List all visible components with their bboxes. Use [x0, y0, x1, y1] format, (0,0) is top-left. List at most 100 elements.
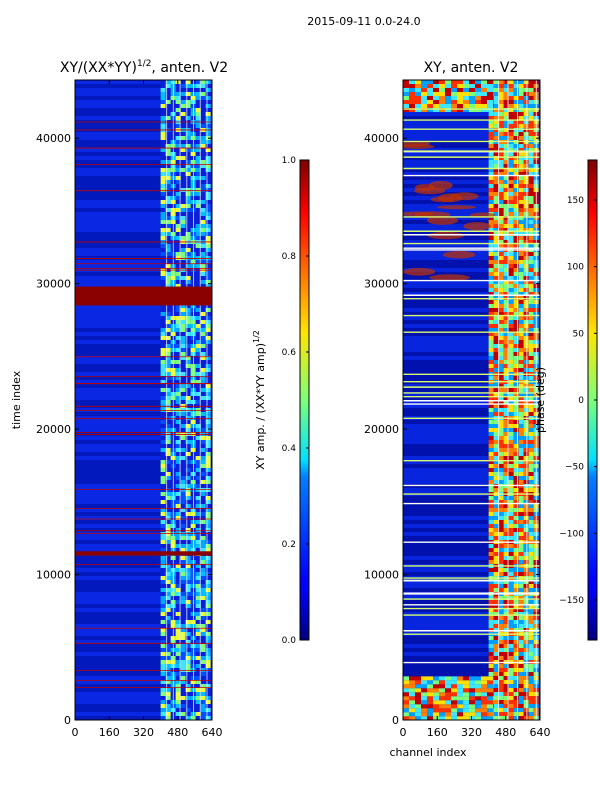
phase-cell [503, 596, 509, 600]
phase-cell [523, 360, 529, 364]
amplitude-cell [165, 648, 171, 652]
amplitude-band-row [75, 388, 161, 392]
amplitude-band-row [75, 592, 161, 596]
phase-cell [498, 136, 504, 140]
phase-cell [503, 412, 509, 416]
phase-active-cell [415, 700, 421, 705]
phase-cell [488, 324, 494, 328]
amplitude-cell [205, 324, 211, 328]
phase-cell [488, 456, 494, 460]
amplitude-cell [165, 372, 171, 376]
amplitude-band-row [75, 484, 161, 488]
phase-cell [508, 572, 514, 576]
phase-active-cell [445, 88, 451, 92]
phase-cell [498, 480, 504, 484]
phase-cell [513, 292, 519, 296]
phase-cell [518, 468, 524, 472]
phase-cell [528, 440, 534, 444]
amplitude-band-row [75, 316, 161, 320]
phase-cell [513, 84, 519, 88]
phase-active-cell [427, 96, 433, 100]
amplitude-cell [175, 504, 181, 508]
amplitude-cell [185, 600, 191, 604]
phase-active-cell [487, 676, 493, 681]
phase-cell [528, 456, 534, 460]
phase-active-cell [409, 100, 415, 104]
phase-cell [488, 524, 494, 528]
phase-cell [513, 712, 519, 716]
phase-cell [488, 300, 494, 304]
phase-cell [508, 124, 514, 128]
amplitude-band-row [75, 644, 161, 648]
phase-cell [503, 324, 509, 328]
amplitude-cell [205, 184, 211, 188]
phase-cell [493, 220, 499, 224]
phase-cell [518, 132, 524, 136]
phase-cell [493, 568, 499, 572]
phase-cell [528, 264, 534, 268]
amplitude-cell [185, 460, 191, 464]
phase-band-row [403, 536, 489, 540]
phase-cell [488, 336, 494, 340]
amplitude-band-row [75, 460, 161, 464]
phase-active-cell [463, 700, 469, 705]
amplitude-cell [185, 172, 191, 176]
phase-cell [503, 508, 509, 512]
phase-cell [493, 444, 499, 448]
phase-band-row [403, 488, 489, 492]
amplitude-colorbar: 0.00.20.40.60.81.0 XY amp. / (XX*YY amp)… [252, 156, 310, 646]
phase-cell [508, 216, 514, 220]
phase-cell [508, 180, 514, 184]
phase-cell [493, 420, 499, 424]
phase-cell [488, 284, 494, 288]
amplitude-cell [165, 200, 171, 204]
phase-cell [498, 272, 504, 276]
phase-cell [528, 152, 534, 156]
amplitude-cell [205, 460, 211, 464]
phase-cell [508, 668, 514, 672]
amplitude-cell [195, 464, 201, 468]
amplitude-cell [165, 232, 171, 236]
phase-cell [493, 148, 499, 152]
phase-band-row [403, 496, 489, 500]
amplitude-cell [165, 316, 171, 320]
phase-cell [508, 620, 514, 624]
amplitude-cell [180, 636, 186, 640]
phase-cell [513, 268, 519, 272]
amplitude-cell [165, 336, 171, 340]
phase-cell [503, 528, 509, 532]
phase-active-cell [445, 696, 451, 701]
amplitude-cell [205, 212, 211, 216]
amplitude-cell [180, 488, 186, 492]
phase-cell [523, 508, 529, 512]
phase-cell [493, 424, 499, 428]
amplitude-cell [195, 428, 201, 432]
amplitude-cell [195, 476, 201, 480]
phase-active-cell [457, 684, 463, 689]
amplitude-cell [165, 284, 171, 288]
phase-cell [488, 112, 494, 116]
phase-cell [493, 516, 499, 520]
phase-cell [513, 388, 519, 392]
phase-cell [508, 100, 514, 104]
amplitude-cell [175, 568, 181, 572]
phase-cell [528, 356, 534, 360]
amplitude-cell [175, 620, 181, 624]
phase-active-cell [445, 676, 451, 681]
phase-cell [493, 616, 499, 620]
phase-cell [498, 96, 504, 100]
amplitude-cell [175, 516, 181, 520]
phase-cell [518, 348, 524, 352]
amplitude-band-row [75, 168, 161, 172]
phase-cell [523, 624, 529, 628]
phase-cell [493, 344, 499, 348]
amplitude-cell [165, 488, 171, 492]
phase-active-cell [409, 684, 415, 689]
phase-active-cell [433, 108, 439, 112]
phase-active-cell [469, 688, 475, 693]
phase-cell [508, 692, 514, 696]
amplitude-cell [185, 408, 191, 412]
phase-cell [498, 608, 504, 612]
phase-cell [493, 320, 499, 324]
